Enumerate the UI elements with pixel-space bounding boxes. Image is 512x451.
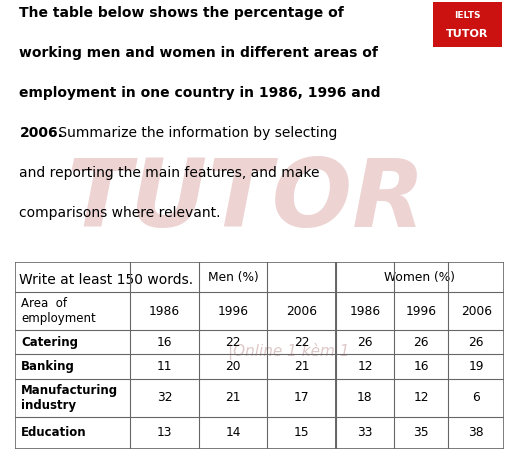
Text: 13: 13 — [157, 426, 172, 439]
Text: 18: 18 — [357, 391, 373, 404]
Text: TUTOR: TUTOR — [446, 29, 488, 39]
Text: Education: Education — [21, 426, 87, 439]
Text: 35: 35 — [413, 426, 429, 439]
Text: 19: 19 — [468, 360, 484, 373]
Text: 38: 38 — [468, 426, 484, 439]
Text: 26: 26 — [357, 336, 373, 349]
Text: 1986: 1986 — [349, 305, 380, 318]
Text: Summarize the information by selecting: Summarize the information by selecting — [54, 126, 337, 140]
Text: 33: 33 — [357, 426, 373, 439]
Text: 22: 22 — [294, 336, 309, 349]
Text: 21: 21 — [225, 391, 241, 404]
FancyBboxPatch shape — [430, 0, 504, 49]
Text: Manufacturing
industry: Manufacturing industry — [21, 384, 118, 412]
Text: TUTOR: TUTOR — [67, 155, 425, 247]
Text: Write at least 150 words.: Write at least 150 words. — [19, 273, 194, 287]
Text: 26: 26 — [468, 336, 484, 349]
Text: working men and women in different areas of: working men and women in different areas… — [19, 46, 378, 60]
Text: 17: 17 — [294, 391, 309, 404]
Text: 14: 14 — [225, 426, 241, 439]
Text: 12: 12 — [414, 391, 429, 404]
Text: The table below shows the percentage of: The table below shows the percentage of — [19, 6, 344, 20]
Text: 15: 15 — [293, 426, 309, 439]
Text: Banking: Banking — [21, 360, 75, 373]
Text: and reporting the main features, and make: and reporting the main features, and mak… — [19, 166, 320, 180]
Text: IELTS: IELTS — [454, 11, 480, 20]
Text: 2006: 2006 — [286, 305, 317, 318]
Text: Area  of
employment: Area of employment — [21, 297, 96, 325]
Text: 20: 20 — [225, 360, 241, 373]
Text: 21: 21 — [294, 360, 309, 373]
Text: 6: 6 — [473, 391, 480, 404]
Text: 11: 11 — [157, 360, 172, 373]
Text: 2006: 2006 — [461, 305, 492, 318]
Text: 16: 16 — [414, 360, 429, 373]
Text: Women (%): Women (%) — [385, 271, 456, 284]
Text: 16: 16 — [157, 336, 172, 349]
Text: |Online 1 kèm 1: |Online 1 kèm 1 — [228, 343, 350, 360]
Text: Men (%): Men (%) — [207, 271, 259, 284]
Text: 1986: 1986 — [149, 305, 180, 318]
Text: employment in one country in 1986, 1996 and: employment in one country in 1986, 1996 … — [19, 86, 381, 100]
Text: Catering: Catering — [21, 336, 78, 349]
Text: comparisons where relevant.: comparisons where relevant. — [19, 206, 221, 220]
Text: 1996: 1996 — [218, 305, 248, 318]
Text: 26: 26 — [414, 336, 429, 349]
Text: 12: 12 — [357, 360, 373, 373]
Text: 32: 32 — [157, 391, 172, 404]
Text: 2006.: 2006. — [19, 126, 63, 140]
Text: 22: 22 — [225, 336, 241, 349]
Text: 1996: 1996 — [406, 305, 437, 318]
